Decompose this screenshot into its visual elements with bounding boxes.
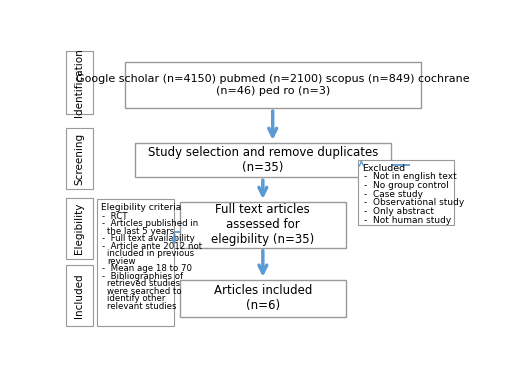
Text: -  Not in english text: - Not in english text xyxy=(364,172,457,181)
Text: retrieved studies: retrieved studies xyxy=(107,279,181,288)
Text: Included: Included xyxy=(74,273,84,318)
FancyBboxPatch shape xyxy=(66,265,93,326)
Text: -  Article ante 2012 not: - Article ante 2012 not xyxy=(102,242,203,251)
Text: -  Articles published in: - Articles published in xyxy=(102,220,199,229)
Text: -  Case study: - Case study xyxy=(364,190,423,199)
Text: -  Mean age 18 to 70: - Mean age 18 to 70 xyxy=(102,264,192,273)
Text: included in previous: included in previous xyxy=(107,249,194,258)
Text: -  Not human study: - Not human study xyxy=(364,216,451,225)
Text: Google scholar (n=4150) pubmed (n=2100) scopus (n=849) cochrane
(n=46) ped ro (n: Google scholar (n=4150) pubmed (n=2100) … xyxy=(76,74,469,96)
Text: Study selection and remove duplicates
(n=35): Study selection and remove duplicates (n… xyxy=(148,146,378,174)
FancyBboxPatch shape xyxy=(66,50,93,114)
Text: identify other: identify other xyxy=(107,294,166,303)
Text: Elegibility: Elegibility xyxy=(74,203,84,254)
Text: -  Bibliographies of: - Bibliographies of xyxy=(102,272,183,281)
Text: -  No group control: - No group control xyxy=(364,181,448,190)
FancyBboxPatch shape xyxy=(180,202,346,248)
Text: Articles included
(n=6): Articles included (n=6) xyxy=(214,284,312,312)
Text: -  Only abstract: - Only abstract xyxy=(364,207,434,216)
Text: -  Observational study: - Observational study xyxy=(364,198,464,207)
Text: Excluded: Excluded xyxy=(362,165,405,174)
FancyBboxPatch shape xyxy=(180,280,346,317)
Text: Identification: Identification xyxy=(74,48,84,117)
FancyBboxPatch shape xyxy=(66,128,93,189)
Text: Screening: Screening xyxy=(74,132,84,185)
Text: were searched to: were searched to xyxy=(107,287,182,296)
Text: relevant studies: relevant studies xyxy=(107,302,177,311)
Text: the last 5 years: the last 5 years xyxy=(107,227,175,236)
FancyBboxPatch shape xyxy=(134,143,391,177)
FancyBboxPatch shape xyxy=(97,199,174,326)
FancyBboxPatch shape xyxy=(125,62,420,108)
FancyBboxPatch shape xyxy=(357,160,454,225)
Text: review: review xyxy=(107,257,136,266)
Text: Full text articles
assessed for
elegibility (n=35): Full text articles assessed for elegibil… xyxy=(211,203,315,246)
Text: -  Full text availability: - Full text availability xyxy=(102,234,195,243)
FancyBboxPatch shape xyxy=(66,197,93,260)
Text: Elegibility criteria: Elegibility criteria xyxy=(101,203,181,212)
Text: -  RCT: - RCT xyxy=(102,212,128,221)
